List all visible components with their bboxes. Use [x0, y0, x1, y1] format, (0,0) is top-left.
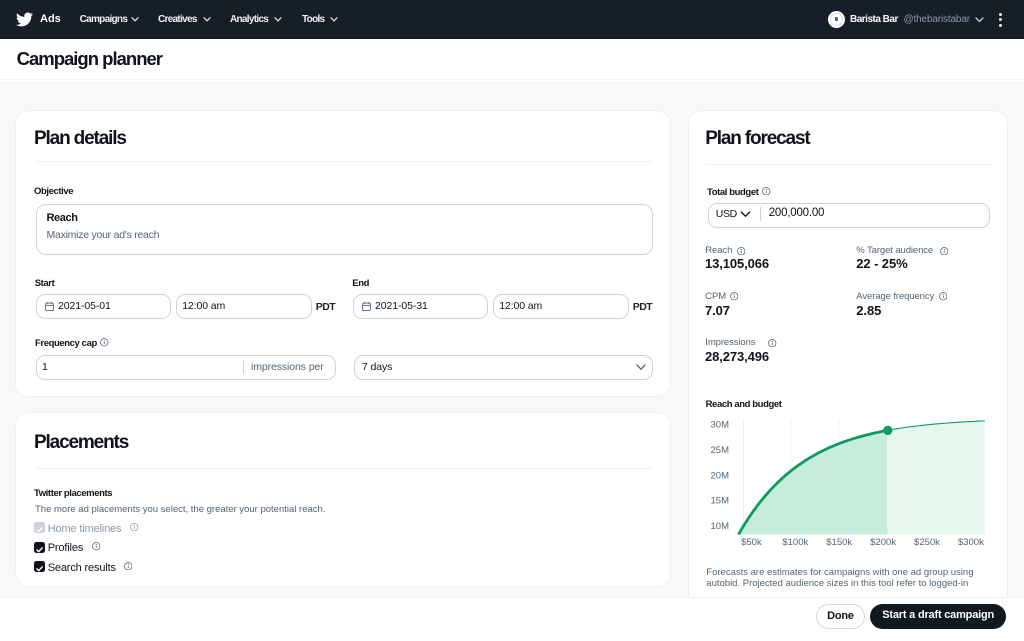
svg-text:$100k: $100k — [782, 537, 808, 548]
svg-text:$300k: $300k — [958, 537, 984, 548]
svg-text:$50k: $50k — [741, 537, 762, 548]
svg-text:20M: 20M — [711, 470, 730, 481]
svg-text:25M: 25M — [711, 445, 730, 456]
svg-text:$250k: $250k — [914, 537, 940, 548]
svg-text:15M: 15M — [711, 496, 730, 507]
svg-text:30M: 30M — [711, 420, 730, 431]
svg-text:$200k: $200k — [870, 537, 896, 548]
svg-text:10M: 10M — [711, 521, 730, 532]
svg-text:$150k: $150k — [826, 537, 852, 548]
